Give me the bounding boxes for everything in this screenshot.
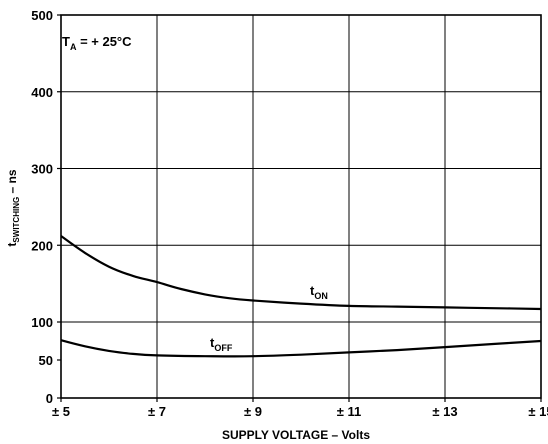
- y-tick-label: 100: [31, 315, 53, 330]
- x-tick-label: ± 15: [528, 404, 548, 419]
- series-label-ton: tON: [310, 283, 328, 301]
- y-axis-title: tSWITCHING – ns: [5, 169, 21, 246]
- x-tick-label: ± 9: [244, 404, 262, 419]
- x-tick-label: ± 7: [148, 404, 166, 419]
- x-tick-label: ± 5: [52, 404, 70, 419]
- grid: [60, 14, 542, 399]
- x-tick-label: ± 11: [337, 404, 362, 419]
- series-line-toff: [60, 339, 542, 358]
- y-tick-label: 0: [46, 391, 53, 406]
- y-tick-label: 200: [31, 238, 53, 253]
- plot-frame: [60, 14, 542, 399]
- series-line-ton: [60, 235, 542, 311]
- x-axis-title: SUPPLY VOLTAGE – Volts: [222, 428, 370, 442]
- y-tick-label: 50: [39, 353, 53, 368]
- x-axis-ticks: ± 5 ± 7 ± 9 ± 11 ± 13 ± 15: [52, 398, 548, 419]
- series-group: [60, 235, 542, 358]
- series-label-toff: tOFF: [210, 335, 233, 353]
- annotation-temperature: TA = + 25°C: [62, 34, 132, 52]
- y-tick-label: 300: [31, 162, 53, 177]
- y-tick-label: 500: [31, 8, 53, 23]
- y-axis-ticks: 0 50 100 200 300 400 500: [31, 8, 61, 406]
- x-tick-label: ± 13: [432, 404, 457, 419]
- y-tick-label: 400: [31, 85, 53, 100]
